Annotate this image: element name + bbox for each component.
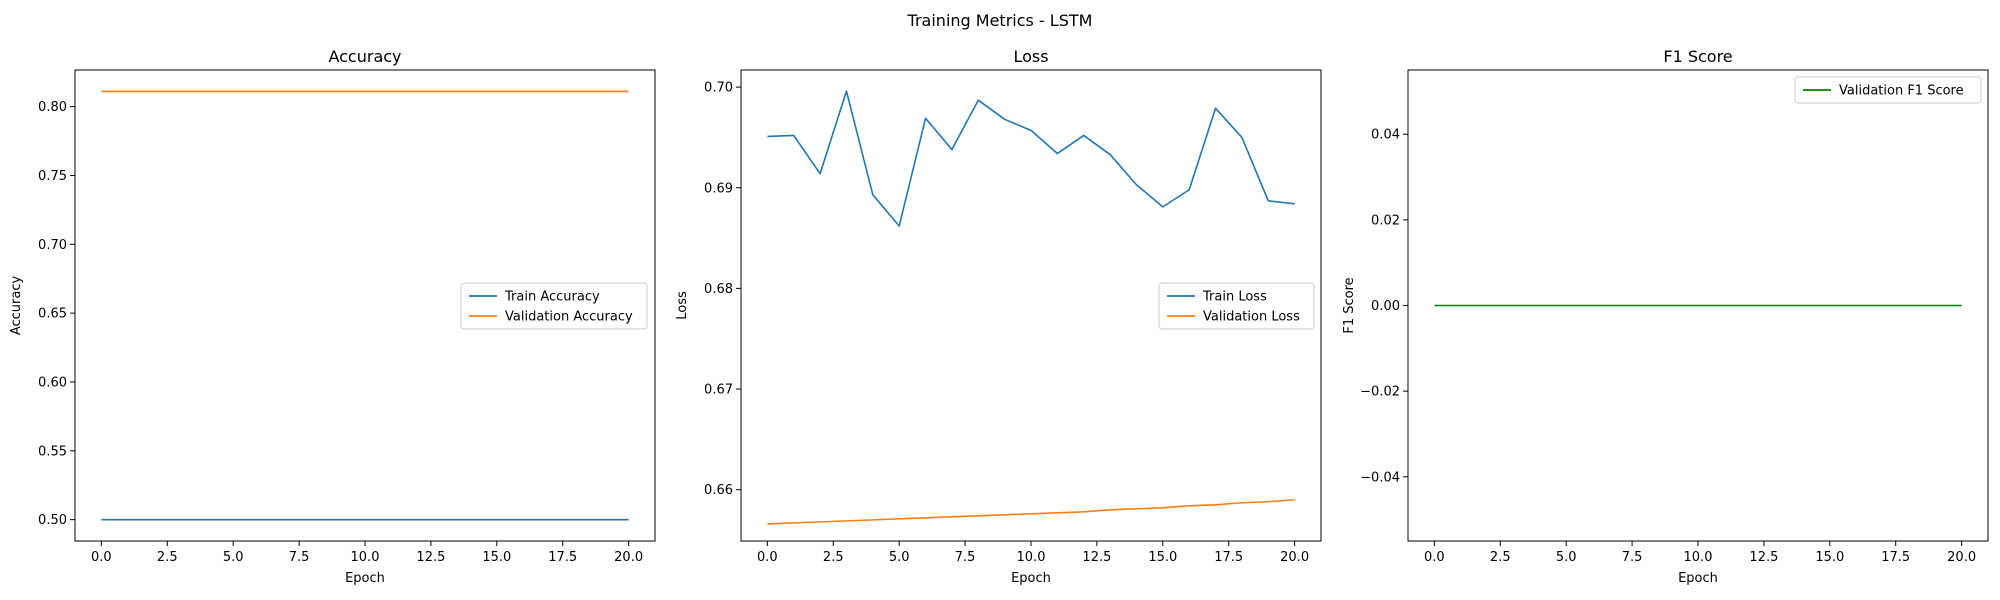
- x-tick-label: 20.0: [1947, 550, 1976, 565]
- loss-chart: Loss 0.0 2.5 5.0 7.5 10.0 12.5 15.0 17.5 20.0 0.66…: [675, 47, 1322, 586]
- chart-title: Accuracy: [328, 47, 401, 66]
- x-tick-label: 2.5: [157, 550, 178, 565]
- x-tick-label: 12.5: [1082, 550, 1111, 565]
- x-tick-label: 7.5: [289, 550, 310, 565]
- y-axis-label: Accuracy: [9, 276, 24, 336]
- x-tick-label: 12.5: [416, 550, 445, 565]
- y-axis-label: F1 Score: [1342, 277, 1357, 333]
- y-tick-label: 0.00: [1371, 299, 1400, 314]
- y-axis-label: Loss: [675, 291, 690, 320]
- legend-box: [1158, 282, 1315, 330]
- x-tick-label: 7.5: [955, 550, 976, 565]
- x-tick-label: 15.0: [482, 550, 511, 565]
- chart-title: Loss: [1013, 47, 1048, 66]
- x-tick-label: 20.0: [1280, 550, 1309, 565]
- x-tick-label: 15.0: [1148, 550, 1177, 565]
- x-tick-label: 7.5: [1622, 550, 1643, 565]
- x-tick-label: 0.0: [1424, 550, 1445, 565]
- x-tick-label: 5.0: [223, 550, 244, 565]
- x-tick-label: 10.0: [1684, 550, 1713, 565]
- legend: Validation F1 Score: [1794, 76, 1982, 104]
- y-tick-label: 0.80: [38, 100, 67, 115]
- y-tick-label: 0.68: [704, 282, 733, 297]
- y-tick-label: 0.50: [38, 513, 67, 528]
- x-tick-label: 0.0: [757, 550, 778, 565]
- x-tick-label: 12.5: [1749, 550, 1778, 565]
- accuracy-chart: Accuracy 0.0 2.5 5.0 7.5 10.0 12.5 15.0 17.5 20.0…: [9, 47, 656, 586]
- x-axis-label: Epoch: [345, 571, 385, 586]
- f1-score-chart: F1 Score 0.0 2.5 5.0 7.5 10.0 12.5 15.0 17.5 20.0…: [1342, 47, 1989, 586]
- x-tick-label: 17.5: [1214, 550, 1243, 565]
- legend-label: Validation Accuracy: [505, 310, 633, 325]
- x-tick-label: 17.5: [1881, 550, 1910, 565]
- y-tick-label: 0.66: [704, 483, 733, 498]
- x-tick-label: 20.0: [614, 550, 643, 565]
- legend-label: Validation Loss: [1203, 310, 1300, 325]
- legend-box: [1794, 76, 1982, 104]
- x-axis-label: Epoch: [1011, 571, 1051, 586]
- legend: Train Accuracy Validation Accuracy: [460, 282, 648, 330]
- x-tick-label: 0.0: [91, 550, 112, 565]
- x-axis-label: Epoch: [1678, 571, 1718, 586]
- x-tick-label: 5.0: [1556, 550, 1577, 565]
- x-tick-label: 5.0: [889, 550, 910, 565]
- x-tick-label: 15.0: [1815, 550, 1844, 565]
- y-tick-label: −0.02: [1360, 385, 1400, 400]
- y-tick-label: 0.65: [38, 307, 67, 322]
- x-tick-label: 2.5: [1490, 550, 1511, 565]
- y-tick-label: 0.75: [38, 169, 67, 184]
- legend-box: [460, 282, 648, 330]
- y-tick-label: 0.69: [704, 181, 733, 196]
- y-tick-label: 0.60: [38, 375, 67, 390]
- legend-label: Train Loss: [1202, 290, 1267, 305]
- y-tick-label: 0.02: [1371, 213, 1400, 228]
- y-tick-label: 0.70: [38, 238, 67, 253]
- chart-title: F1 Score: [1663, 47, 1732, 66]
- legend-label: Validation F1 Score: [1839, 84, 1964, 99]
- legend: Train Loss Validation Loss: [1158, 282, 1315, 330]
- y-tick-label: 0.04: [1371, 128, 1400, 143]
- y-tick-label: 0.67: [704, 383, 733, 398]
- series-line-train-loss: [767, 90, 1295, 227]
- legend-label: Train Accuracy: [504, 290, 600, 305]
- x-tick-label: 10.0: [351, 550, 380, 565]
- y-tick-label: −0.04: [1360, 470, 1400, 485]
- y-tick-label: 0.55: [38, 444, 67, 459]
- y-tick-label: 0.70: [704, 81, 733, 96]
- x-tick-label: 17.5: [548, 550, 577, 565]
- x-tick-label: 10.0: [1017, 550, 1046, 565]
- series-line-validation-loss: [767, 498, 1295, 525]
- x-tick-label: 2.5: [823, 550, 844, 565]
- figure-title: Training Metrics - LSTM: [907, 11, 1093, 30]
